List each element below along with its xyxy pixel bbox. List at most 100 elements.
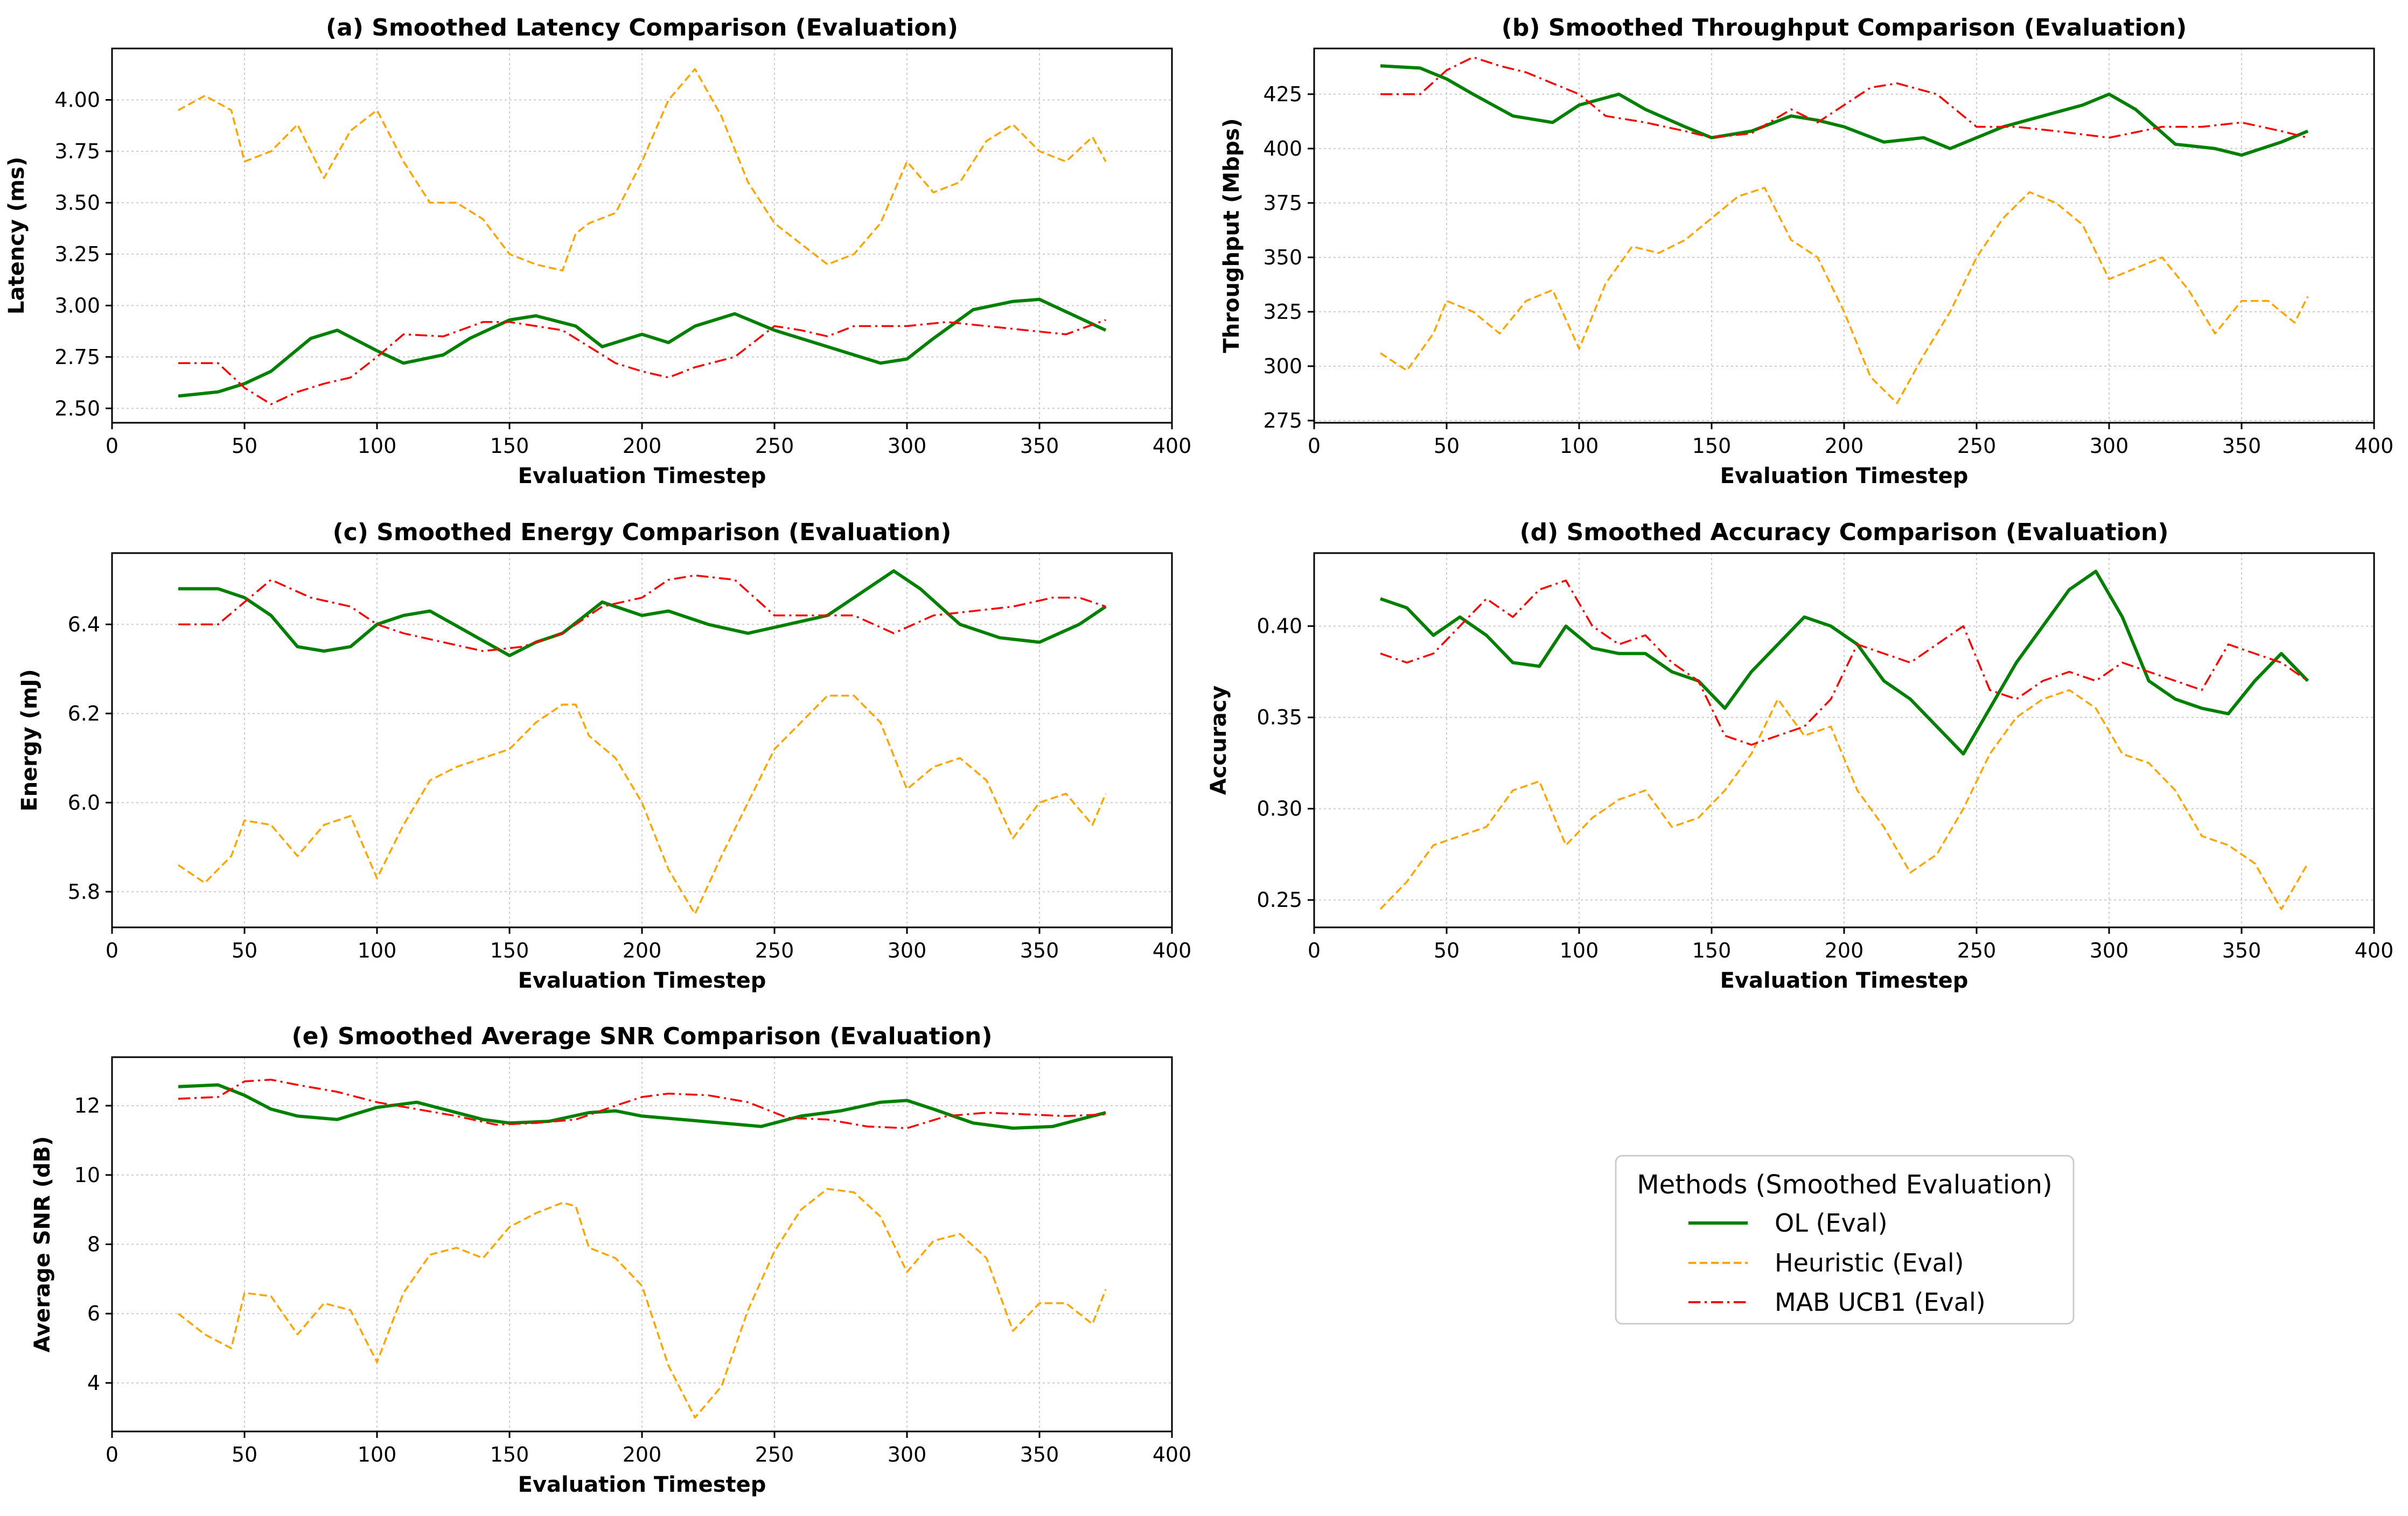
y-tick-label: 6.0 [68, 791, 100, 814]
y-tick-label: 8 [87, 1233, 100, 1256]
y-tick-label: 3.50 [54, 191, 100, 214]
y-tick-label: 10 [74, 1163, 100, 1187]
subplots: 0 50 100 150 200 250 300 350 4002.502.753.003.25… [4, 14, 2393, 1497]
legend-frame [1615, 1155, 2075, 1325]
chart-title: (b) Smoothed Throughput Comparison (Eval… [1502, 14, 2187, 41]
x-tick-label: 100 [1560, 434, 1599, 458]
y-tick-label: 3.25 [54, 242, 100, 266]
x-tick-label: 50 [232, 939, 257, 962]
x-tick-label: 350 [2222, 939, 2262, 962]
x-tick-label: 50 [1434, 939, 1460, 962]
x-tick-label: 0 [1308, 939, 1321, 962]
x-tick-label: 300 [2090, 939, 2129, 962]
series-line-mab-ucb1-eval-e [178, 1079, 1106, 1129]
y-axis-label: Energy (mJ) [17, 669, 42, 811]
series-line-ol-eval-a [178, 297, 1107, 398]
x-tick-label: 400 [1153, 1443, 1192, 1466]
x-tick-label: 50 [1434, 434, 1460, 458]
chart-title: (d) Smoothed Accuracy Comparison (Evalua… [1520, 519, 2169, 546]
x-tick-label: 200 [623, 939, 662, 962]
subplot-e: 0 50 100 150 200 250 300 350 400 4 6 8 10 12 (e) Smoot… [30, 1023, 1191, 1497]
x-axis-label: Evaluation Timestep [518, 464, 766, 488]
x-tick-label: 150 [490, 939, 529, 962]
x-tick-label: 300 [888, 1443, 927, 1466]
subplot-c: 0 50 100 150 200 250 300 350 400 5.8 6.0 6.2 6.4 (c) … [17, 519, 1191, 993]
x-tick-label: 0 [1308, 434, 1321, 458]
x-tick-label: 400 [1153, 434, 1192, 458]
x-tick-label: 400 [2355, 434, 2394, 458]
legend-label-mab: MAB UCB1 (Eval) [1775, 1288, 1986, 1317]
y-tick-label: 425 [1263, 82, 1302, 106]
x-tick-label: 0 [106, 434, 118, 458]
x-tick-label: 0 [106, 1443, 118, 1466]
plot-frame [111, 47, 1173, 424]
x-tick-label: 50 [232, 1443, 257, 1466]
y-axis-label: Accuracy [1206, 686, 1231, 795]
series-line-heuristic-eval-e [177, 1187, 1107, 1419]
series-line-mab-ucb1-eval-a [178, 319, 1106, 406]
series-line-heuristic-eval-a [178, 68, 1107, 272]
x-axis-label: Evaluation Timestep [1720, 968, 1969, 993]
x-tick-label: 350 [2222, 434, 2262, 458]
y-tick-label: 325 [1263, 300, 1302, 324]
y-tick-label: 3.00 [54, 294, 100, 317]
x-tick-label: 100 [358, 434, 397, 458]
series-line-ol-eval-d [1380, 569, 2309, 756]
x-tick-label: 150 [490, 434, 529, 458]
y-tick-label: 275 [1263, 409, 1302, 432]
series-line-mab-ucb1-eval-c [178, 574, 1106, 652]
y-tick-label: 4 [87, 1371, 100, 1395]
x-axis-label: Evaluation Timestep [518, 1472, 766, 1497]
legend-title: Methods (Smoothed Evaluation) [1637, 1170, 2052, 1200]
y-axis-label: Average SNR (dB) [30, 1136, 55, 1353]
x-tick-label: 300 [2090, 434, 2129, 458]
x-tick-label: 150 [1692, 434, 1732, 458]
subplot-b: 0 50 100 150 200 250 300 350 400 275 300 325 350 375 4… [1219, 14, 2393, 488]
series-line-heuristic-eval-d [1379, 689, 2309, 910]
series-line-mab-ucb1-eval-d [1380, 579, 2308, 746]
x-axis-label: Evaluation Timestep [518, 968, 766, 993]
x-tick-label: 0 [106, 939, 118, 962]
legend: Methods (Smoothed Evaluation) OL (Eval) … [1615, 1155, 2075, 1325]
x-tick-label: 300 [888, 939, 927, 962]
x-tick-label: 200 [1825, 434, 1864, 458]
x-tick-label: 50 [232, 434, 257, 458]
y-tick-label: 6.4 [68, 612, 100, 636]
y-tick-label: 0.40 [1257, 614, 1302, 638]
x-tick-label: 100 [1560, 939, 1599, 962]
x-tick-label: 250 [755, 1443, 794, 1466]
series-line-heuristic-eval-c [178, 695, 1107, 915]
plot-frame [1313, 552, 2375, 928]
chart-title: (c) Smoothed Energy Comparison (Evaluati… [333, 519, 952, 546]
y-tick-label: 12 [74, 1094, 100, 1117]
y-tick-label: 3.75 [54, 139, 100, 163]
x-tick-label: 350 [1020, 434, 1059, 458]
chart-title: (e) Smoothed Average SNR Comparison (Eva… [292, 1023, 993, 1050]
y-tick-label: 375 [1263, 191, 1302, 215]
x-tick-label: 150 [490, 1443, 529, 1466]
y-tick-label: 300 [1263, 354, 1302, 378]
x-tick-label: 350 [1020, 939, 1059, 962]
y-tick-label: 0.25 [1257, 888, 1302, 912]
y-axis-label: Latency (ms) [4, 157, 29, 315]
y-tick-label: 0.35 [1257, 705, 1302, 729]
x-axis-label: Evaluation Timestep [1720, 464, 1969, 488]
x-tick-label: 200 [623, 434, 662, 458]
x-tick-label: 250 [1957, 434, 1997, 458]
legend-label-heuristic: Heuristic (Eval) [1775, 1248, 1964, 1277]
y-axis-label: Throughput (Mbps) [1219, 118, 1244, 353]
x-tick-label: 200 [623, 1443, 662, 1466]
x-tick-label: 150 [1692, 939, 1732, 962]
x-tick-label: 250 [1957, 939, 1997, 962]
legend-label-ol: OL (Eval) [1775, 1208, 1888, 1238]
series-line-ol-eval-c [178, 569, 1107, 658]
y-tick-label: 6 [87, 1302, 100, 1325]
subplot-a: 0 50 100 150 200 250 300 350 400 2.50 2.75 3.00 3.25… [4, 14, 1191, 488]
x-tick-label: 350 [1020, 1443, 1059, 1466]
y-tick-label: 400 [1263, 137, 1302, 160]
x-tick-label: 250 [755, 939, 794, 962]
y-tick-label: 350 [1263, 246, 1302, 269]
x-tick-label: 200 [1825, 939, 1864, 962]
plot-frame [111, 552, 1173, 928]
